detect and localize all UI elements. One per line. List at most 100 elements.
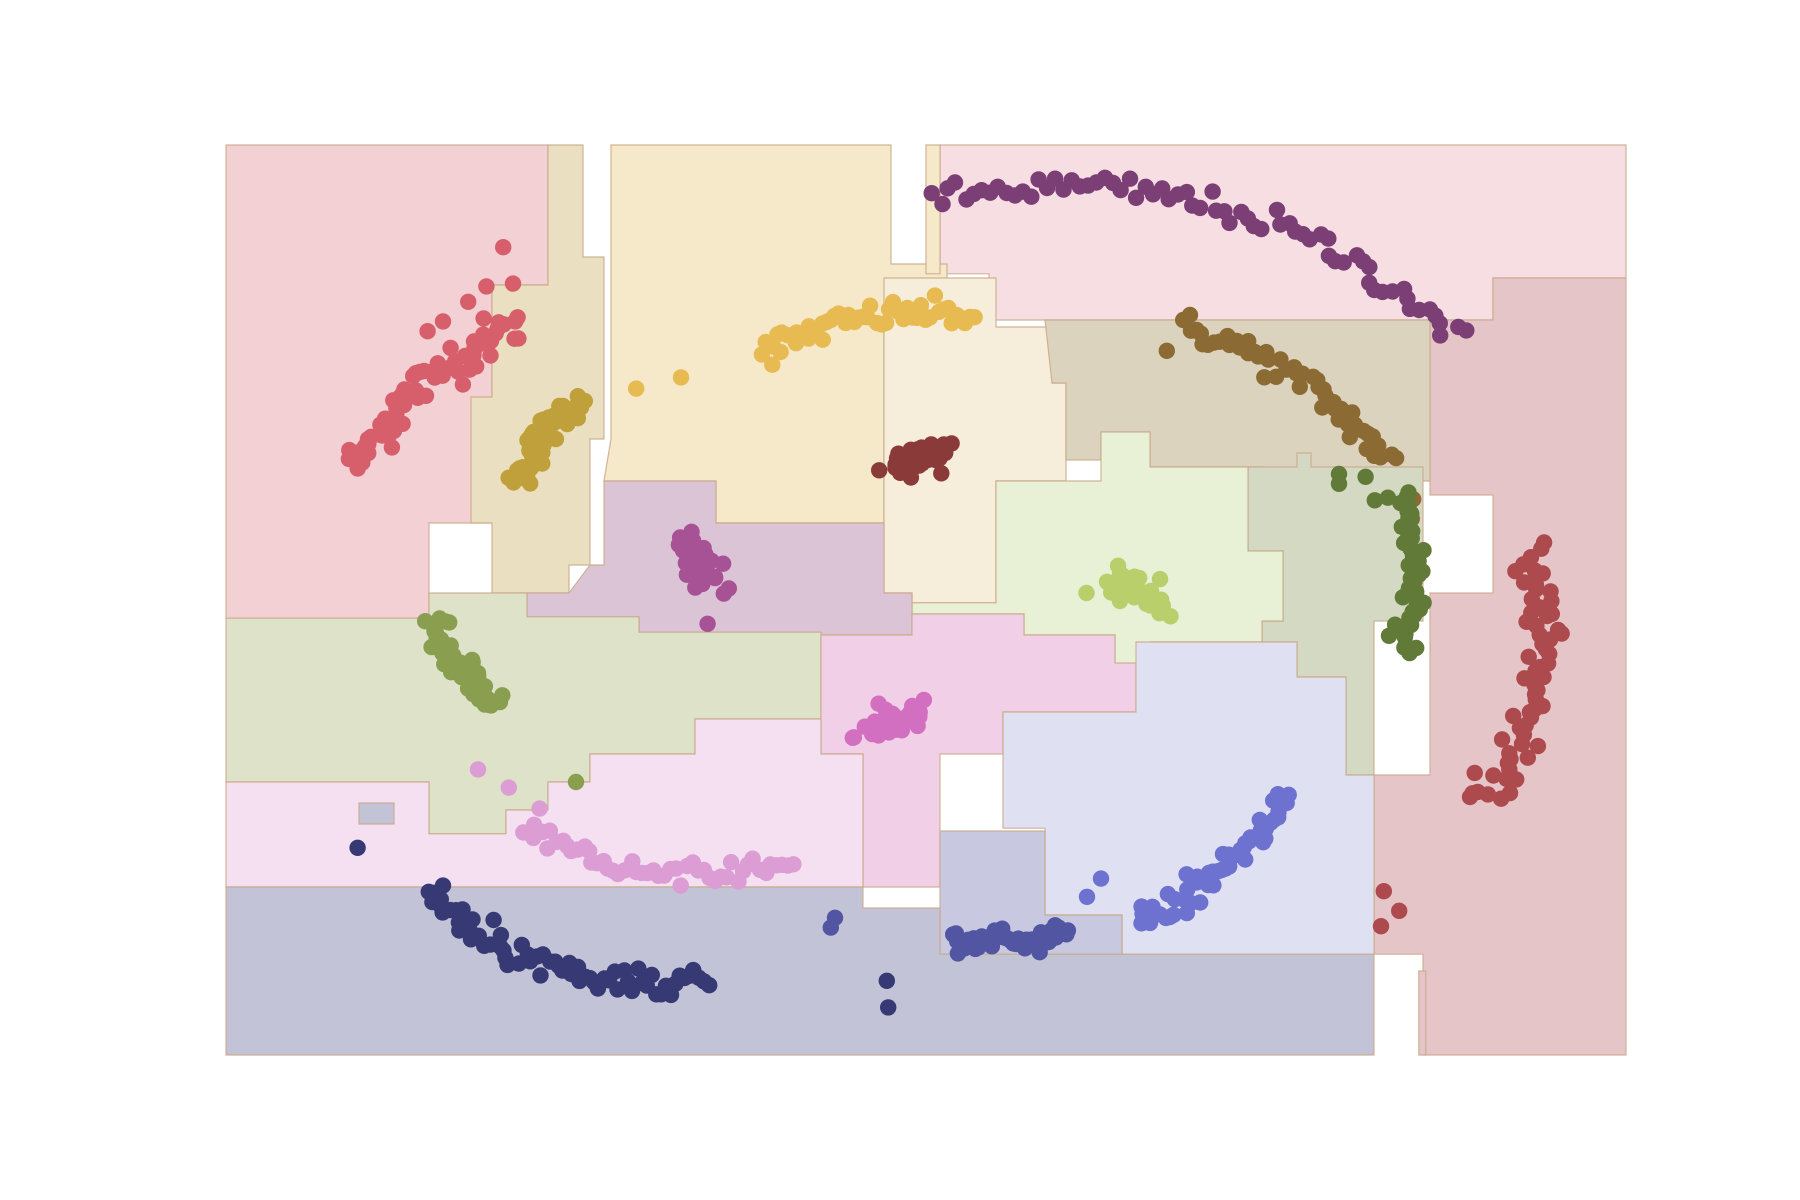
point-lime [1142, 582, 1160, 600]
point-red [434, 313, 452, 330]
point-red [475, 310, 492, 327]
point-darkred [1505, 707, 1522, 725]
point-navy [880, 999, 897, 1016]
point-purple [1431, 315, 1449, 332]
point-darkred [1520, 648, 1537, 665]
point-olive [1330, 475, 1348, 492]
point-purple [1268, 201, 1286, 219]
point-red [460, 293, 477, 310]
point-maroon [923, 436, 940, 453]
point-maroon [933, 465, 950, 482]
point-lime [1078, 584, 1095, 602]
point-purple [1204, 183, 1221, 200]
point-pink [869, 720, 886, 737]
point-olive [1357, 468, 1374, 485]
point-yellow [966, 309, 983, 326]
point-darkred [1529, 737, 1547, 755]
point-darkred [1466, 764, 1483, 782]
point-lightpink [531, 800, 548, 817]
point-purple [923, 185, 940, 202]
point-magenta [720, 580, 737, 597]
point-lime [1116, 583, 1133, 601]
point-darkred [1493, 731, 1511, 748]
point-olive [1379, 489, 1397, 506]
point-red [482, 347, 499, 364]
region-lightpink [225, 718, 864, 888]
point-red [478, 278, 495, 295]
point-darkred [1461, 788, 1479, 806]
point-blue [1165, 906, 1182, 923]
point-navy [878, 972, 895, 989]
point-darkred [1391, 902, 1408, 919]
point-blue [1192, 894, 1209, 911]
point-red [510, 330, 527, 347]
point-navy [454, 901, 471, 918]
point-brown [1181, 306, 1199, 324]
point-darkred [1492, 790, 1510, 807]
region-navy [225, 886, 1375, 1056]
point-purple [1253, 220, 1270, 238]
point-purple [1121, 170, 1139, 187]
point-red [495, 239, 512, 256]
point-red [509, 309, 526, 326]
region-yellow_b [925, 144, 941, 275]
point-yellow [764, 356, 781, 373]
point-purple [934, 195, 951, 213]
point-navy [701, 977, 718, 994]
point-purple [1221, 214, 1238, 232]
point-yellow [926, 287, 944, 304]
point-maroon [913, 451, 931, 468]
point-purple [1458, 322, 1475, 339]
point-navy [485, 911, 502, 929]
point-yellow [772, 343, 789, 361]
point-blue_mid [826, 909, 844, 926]
point-blue [1133, 898, 1150, 915]
point-lightpink [672, 877, 689, 894]
point-darkred [1507, 563, 1524, 580]
point-darkred [1553, 625, 1570, 642]
point-maroon [871, 462, 888, 479]
point-maroon [935, 436, 953, 453]
point-olive [1401, 644, 1418, 662]
point-blue [1078, 888, 1096, 905]
point-purple [1432, 327, 1449, 344]
point-purple [1335, 254, 1352, 271]
point-blue_mid [1059, 922, 1077, 939]
point-green [441, 614, 458, 631]
point-pink [915, 691, 933, 709]
point-lime [1162, 608, 1179, 625]
point-lime [1151, 570, 1169, 588]
point-purple [1361, 258, 1378, 276]
point-blue [1205, 877, 1222, 894]
point-red [442, 339, 459, 357]
point-maroon [894, 458, 911, 475]
point-navy [532, 967, 549, 984]
point-lime [1098, 573, 1116, 590]
point-navy [349, 839, 366, 856]
point-darkred [1543, 592, 1560, 610]
point-brown [1158, 342, 1176, 359]
point-darkred [1543, 605, 1561, 623]
point-lime [1131, 569, 1148, 587]
point-magenta [696, 556, 714, 574]
point-lime [1142, 597, 1159, 614]
point-darkred [1485, 767, 1502, 784]
decision-regions [225, 144, 1627, 1056]
point-olive [1380, 627, 1398, 644]
point-lightpink [500, 779, 517, 796]
point-yellow [814, 331, 831, 348]
point-magenta [699, 615, 716, 632]
point-olive [1366, 492, 1384, 509]
point-lightpink [785, 856, 802, 873]
point-green [567, 773, 585, 791]
point-yellow [672, 369, 690, 386]
point-yellow [861, 297, 879, 314]
point-olive [1394, 589, 1412, 606]
point-pink [883, 713, 901, 731]
point-red [454, 376, 472, 393]
point-red [504, 275, 522, 292]
point-magenta [684, 532, 702, 549]
point-brown [1260, 351, 1277, 368]
point-lightpink [469, 761, 487, 778]
